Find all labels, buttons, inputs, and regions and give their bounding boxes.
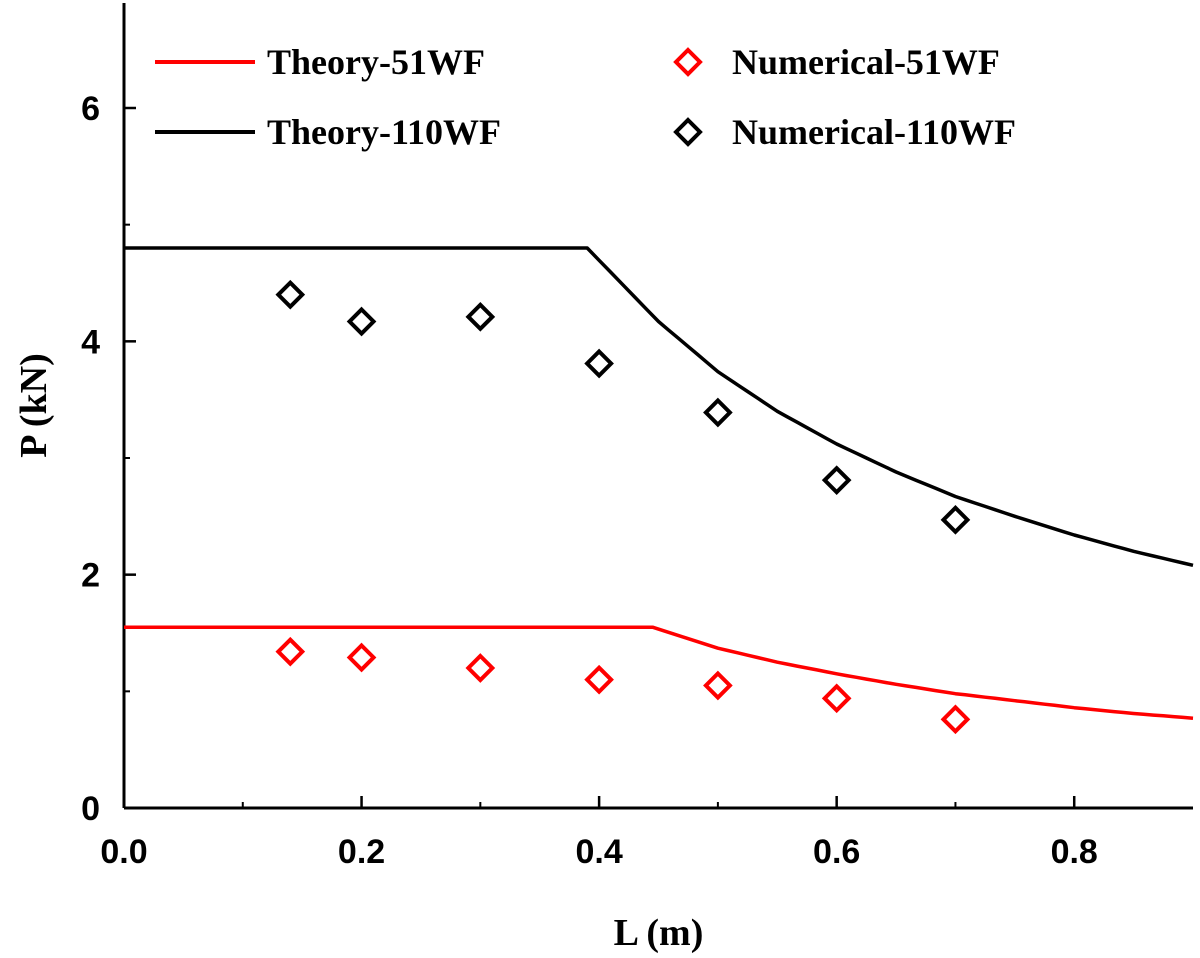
legend-label-theory-51wf: Theory-51WF <box>267 42 485 82</box>
data-point-numerical-110wf <box>346 306 377 337</box>
data-point-numerical-110wf <box>940 505 971 535</box>
x-tick-label: 0.8 <box>1051 833 1098 871</box>
series-line-theory-110wf <box>124 246 1194 568</box>
legend-label-numerical-110wf: Numerical-110WF <box>732 112 1016 152</box>
legend-label-theory-110wf: Theory-110WF <box>267 112 501 152</box>
x-tick-label: 0.6 <box>813 833 860 871</box>
data-point-numerical-51wf <box>940 704 971 735</box>
series-line-theory-51wf <box>124 625 1194 720</box>
series-markers <box>275 279 971 735</box>
y-tick-label: 6 <box>81 90 100 128</box>
data-point-numerical-51wf <box>275 636 306 667</box>
series-lines <box>124 246 1194 720</box>
axes <box>122 3 1193 810</box>
legend-label-numerical-51wf: Numerical-51WF <box>732 42 1000 82</box>
data-point-numerical-110wf <box>465 302 496 332</box>
data-point-numerical-51wf <box>703 670 733 701</box>
legend-swatch-numerical-110wf <box>673 117 703 147</box>
legend-swatch-numerical-51wf <box>673 47 703 77</box>
data-point-numerical-51wf <box>584 664 614 695</box>
data-point-numerical-110wf <box>275 279 306 310</box>
ticks: 0.0 0.2 0.4 0.6 0.8 0 2 4 6 <box>81 90 1098 871</box>
x-axis-label: L (m) <box>614 912 704 954</box>
x-tick-label: 0.0 <box>100 833 147 871</box>
data-point-numerical-110wf <box>703 397 733 428</box>
data-point-numerical-51wf <box>346 642 377 673</box>
data-point-numerical-110wf <box>584 348 614 379</box>
y-axis-label: P (kN) <box>13 353 55 458</box>
data-point-numerical-110wf <box>821 465 852 495</box>
data-point-numerical-51wf <box>465 653 496 683</box>
legend: Theory-51WF Theory-110WF Numerical-51WF Num… <box>155 42 1016 152</box>
y-tick-label: 2 <box>81 557 100 595</box>
x-tick-label: 0.4 <box>575 833 622 871</box>
y-tick-label: 4 <box>81 323 100 361</box>
data-point-numerical-51wf <box>821 683 852 714</box>
x-tick-label: 0.2 <box>338 833 385 871</box>
y-tick-label: 0 <box>81 790 100 828</box>
